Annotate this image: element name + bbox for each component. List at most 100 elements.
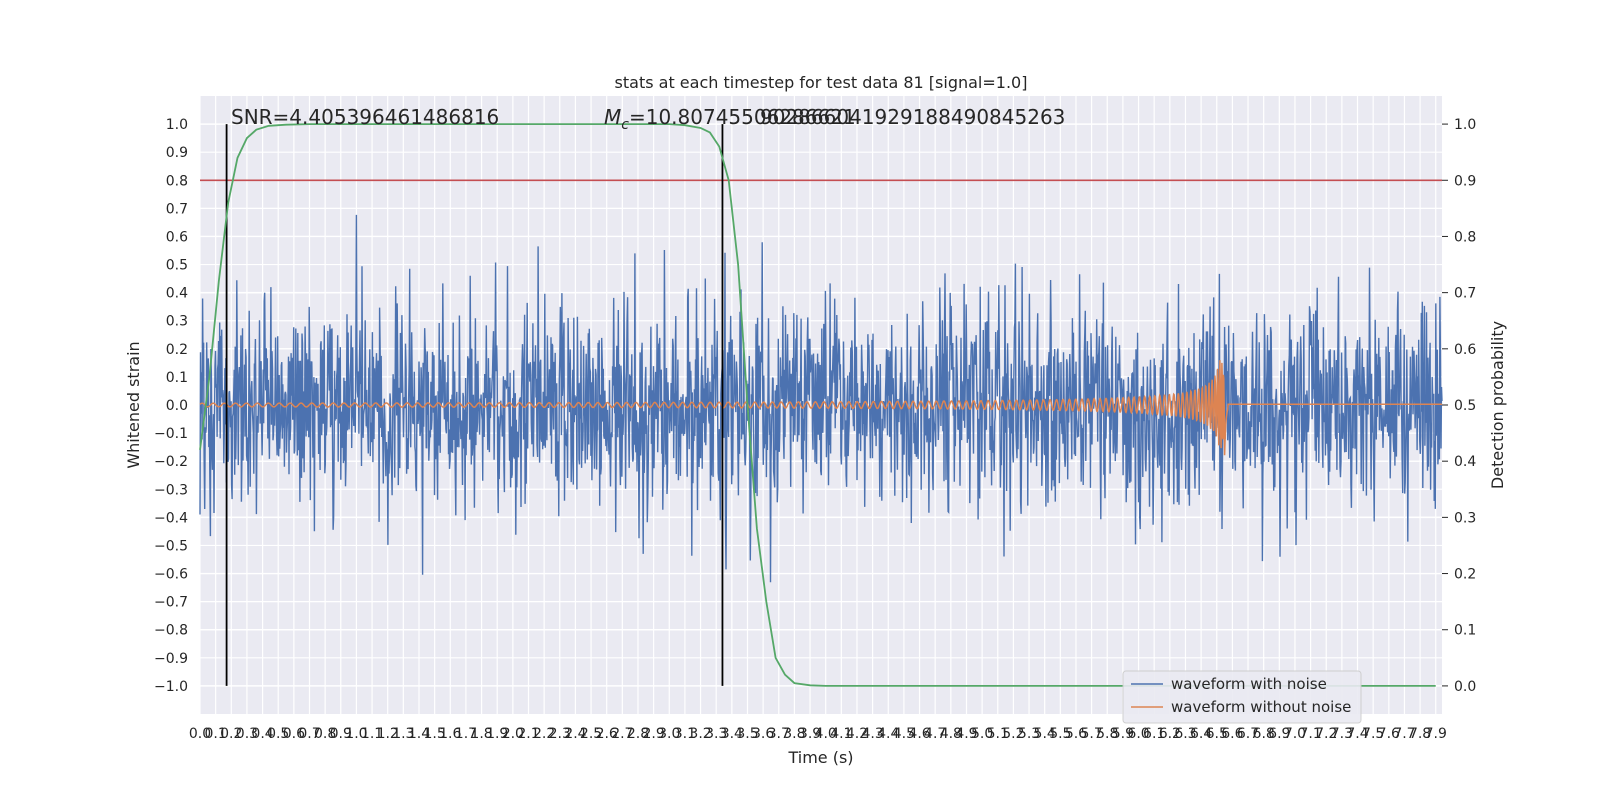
x-tick-label: 5.0 <box>971 726 993 742</box>
y-tick-label: −0.2 <box>154 454 188 470</box>
x-tick-label: 2.7 <box>611 726 633 742</box>
x-tick-label: 7.3 <box>1331 726 1353 742</box>
x-tick-label: 6.7 <box>1237 726 1259 742</box>
y2-tick-label: 0.1 <box>1454 623 1476 639</box>
x-tick-label: 1.7 <box>455 726 477 742</box>
y-tick-label: 0.6 <box>166 229 188 245</box>
x-tick-label: 5.9 <box>1112 726 1134 742</box>
y2-tick-label: 0.7 <box>1454 286 1476 302</box>
legend-box <box>1122 670 1362 724</box>
x-tick-label: 3.8 <box>783 726 805 742</box>
chart-title: stats at each timestep for test data 81 … <box>615 73 1028 92</box>
x-tick-label: 6.1 <box>1143 726 1165 742</box>
x-tick-label: 1.4 <box>408 726 430 742</box>
x-tick-label: 0.6 <box>283 726 305 742</box>
y-tick-label: 0.9 <box>166 145 188 161</box>
legend: waveform with noise waveform without noi… <box>1122 670 1362 724</box>
y2-tick-label: 0.3 <box>1454 510 1476 526</box>
x-tick-label: 4.8 <box>940 726 962 742</box>
series-detection-probability <box>199 123 1436 687</box>
x-tick-label: 4.0 <box>815 726 837 742</box>
x-tick-label: 3.4 <box>721 726 743 742</box>
x-tick-label: 7.0 <box>1284 726 1306 742</box>
x-tick-label: 1.2 <box>377 726 399 742</box>
x-tick-label: 3.5 <box>736 726 758 742</box>
x-tick-label: 0.7 <box>298 726 320 742</box>
x-tick-label: 0.2 <box>220 726 242 742</box>
x-tick-label: 4.1 <box>830 726 852 742</box>
y2-axis-label: Detection probability <box>1488 321 1507 489</box>
x-tick-label: 2.2 <box>533 726 555 742</box>
chirp-mass-symbol: M <box>604 105 621 129</box>
y-tick-label: 0.3 <box>166 314 188 330</box>
series-waveform-without-noise <box>199 360 1442 456</box>
x-tick-label: 0.8 <box>314 726 336 742</box>
x-tick-label: 4.6 <box>908 726 930 742</box>
y-tick-label: −0.5 <box>154 538 188 554</box>
y2-tick-label: 0.0 <box>1454 679 1476 695</box>
x-tick-label: 5.8 <box>1096 726 1118 742</box>
series-waveform-with-noise <box>199 214 1443 583</box>
y2-tick-label: 0.8 <box>1454 229 1476 245</box>
y-tick-label: −0.8 <box>154 623 188 639</box>
snr-annotation: SNR=4.405396461486816 <box>231 105 499 129</box>
x-tick-label: 6.9 <box>1268 726 1290 742</box>
x-tick-label: 2.4 <box>564 726 586 742</box>
x-tick-label: 2.8 <box>627 726 649 742</box>
x-tick-label: 0.0 <box>189 726 211 742</box>
y2-tick-label: 0.2 <box>1454 567 1476 583</box>
x-tick-label: 0.1 <box>205 726 227 742</box>
x-tick-label: 0.4 <box>251 726 273 742</box>
x-tick-label: 2.5 <box>580 726 602 742</box>
x-tick-label: 2.9 <box>642 726 664 742</box>
y2-tick-label: 0.4 <box>1454 454 1476 470</box>
x-tick-label: 1.8 <box>470 726 492 742</box>
y2-tick-label: 0.6 <box>1454 342 1476 358</box>
chirp-mass-subscript: c <box>621 117 629 133</box>
chirp-mass-value: =10.80745506286621 <box>629 105 856 129</box>
x-tick-label: 3.9 <box>799 726 821 742</box>
x-tick-label: 7.1 <box>1299 726 1321 742</box>
x-tick-label: 7.2 <box>1315 726 1337 742</box>
x-tick-label: 1.6 <box>439 726 461 742</box>
y-axis-label: Whitened strain <box>124 341 143 468</box>
x-tick-label: 5.3 <box>1018 726 1040 742</box>
x-tick-label: 7.8 <box>1409 726 1431 742</box>
x-tick-label: 2.0 <box>502 726 524 742</box>
x-tick-label: 1.3 <box>392 726 414 742</box>
x-tick-label: 7.9 <box>1425 726 1447 742</box>
x-tick-label: 4.2 <box>846 726 868 742</box>
x-tick-label: 3.7 <box>768 726 790 742</box>
x-tick-label: 7.4 <box>1346 726 1368 742</box>
x-tick-label: 3.3 <box>705 726 727 742</box>
x-tick-label: 6.6 <box>1221 726 1243 742</box>
x-tick-label: 7.6 <box>1378 726 1400 742</box>
x-tick-label: 1.1 <box>361 726 383 742</box>
y-tick-label: 0.5 <box>166 258 188 274</box>
tick-labels: 0.00.10.20.30.40.50.60.70.80.91.01.11.21… <box>154 117 1476 742</box>
y-tick-label: 0.7 <box>166 201 188 217</box>
x-tick-label: 5.6 <box>1065 726 1087 742</box>
y-tick-label: −0.9 <box>154 651 188 667</box>
x-tick-label: 2.3 <box>549 726 571 742</box>
chirp-mass-annotation: Mc=10.80745506286621 <box>604 105 856 133</box>
x-tick-label: 1.9 <box>486 726 508 742</box>
y-tick-label: 0.0 <box>166 398 188 414</box>
x-tick-label: 5.5 <box>1049 726 1071 742</box>
y-tick-label: −0.3 <box>154 482 188 498</box>
x-tick-label: 6.0 <box>1127 726 1149 742</box>
legend-entry-noise: waveform with noise <box>1171 675 1327 693</box>
y-tick-label: 0.2 <box>166 342 188 358</box>
probability-line <box>199 123 1436 687</box>
x-tick-label: 4.9 <box>955 726 977 742</box>
x-tick-label: 5.1 <box>987 726 1009 742</box>
x-tick-label: 4.7 <box>924 726 946 742</box>
x-tick-label: 7.7 <box>1393 726 1415 742</box>
x-tick-label: 6.8 <box>1253 726 1275 742</box>
x-tick-label: 4.4 <box>877 726 899 742</box>
x-tick-label: 6.2 <box>1159 726 1181 742</box>
y-tick-label: −0.6 <box>154 567 188 583</box>
y-tick-label: 0.4 <box>166 286 188 302</box>
